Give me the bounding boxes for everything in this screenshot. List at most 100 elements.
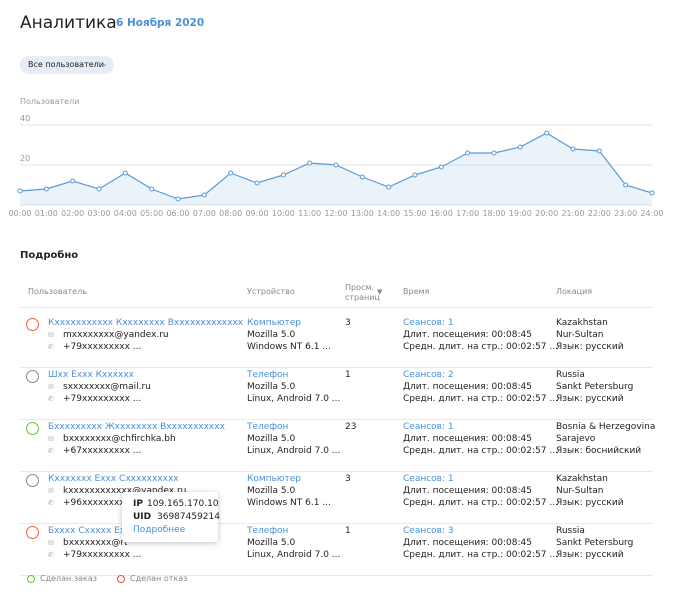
email: mxxxxxxxx@yandex.ru — [63, 330, 169, 340]
uid: 36987459214 — [157, 512, 220, 522]
city: Nur-Sultan — [556, 330, 604, 340]
browser: Mozilla 5.0 — [247, 330, 296, 340]
phone-icon: ✆ — [48, 499, 54, 507]
phone: +79xxxxxxxxx ... — [63, 342, 142, 352]
x-tick-label: 21:00 — [561, 209, 584, 218]
link[interactable]: Подробнее — [133, 525, 186, 535]
user-name[interactable]: Шxx Еxxx Кxxxxxx — [48, 370, 135, 380]
duration: Длит. посещения: 00:08:45 — [403, 538, 532, 548]
sessions[interactable]: Сеансов: 2 — [403, 370, 454, 380]
phone: +67xxxxxxxxx ... — [63, 446, 142, 456]
avg-duration: Средн. длит. на стр.: 00:02:57 ... — [403, 342, 558, 352]
x-tick-label: 04:00 — [114, 209, 137, 218]
user-name[interactable]: Кxxxxxxxxxxx Кxxxxxxxx Вxxxxxxxxxxxxx — [48, 318, 244, 328]
row-divider — [20, 471, 653, 472]
point — [596, 148, 602, 154]
point — [307, 160, 313, 166]
point — [649, 190, 655, 196]
duration: Длит. посещения: 00:08:45 — [403, 382, 532, 392]
y-axis-title: Пользователи — [20, 97, 79, 106]
row-divider — [20, 307, 653, 308]
sessions[interactable]: Сеансов: 3 — [403, 526, 454, 536]
city: Sankt Petersburg — [556, 538, 634, 548]
row-divider — [20, 575, 653, 576]
pages: 3 — [345, 474, 351, 484]
point — [70, 178, 76, 184]
x-tick-label: 07:00 — [193, 209, 216, 218]
x-tick-label: 23:00 — [614, 209, 637, 218]
point — [544, 130, 550, 136]
device: Телефон — [247, 422, 289, 432]
phone-icon: ✆ — [48, 343, 54, 351]
city: Sankt Petersburg — [556, 382, 634, 392]
language: Язык: русский — [556, 498, 624, 508]
filter-label: Все пользователи — [28, 60, 104, 69]
row-divider — [20, 367, 653, 368]
browser: Mozilla 5.0 — [247, 486, 296, 496]
x-tick-label: 19:00 — [509, 209, 532, 218]
device: Телефон — [247, 370, 289, 380]
pages: 23 — [345, 422, 357, 432]
point — [17, 188, 23, 194]
pages: 3 — [345, 318, 351, 328]
phone: +96xxxxxxxxx ... — [63, 498, 142, 508]
row-divider — [20, 419, 653, 420]
email: bxxxxxxxx@chfirchka.bh — [63, 434, 176, 444]
column-header: Пользователь — [28, 287, 87, 296]
user-name[interactable]: Бxxxx Сxxxxx Еxx — [48, 526, 131, 536]
section-title: Подробно — [20, 250, 79, 261]
point — [438, 164, 444, 170]
point — [175, 196, 181, 202]
browser: Mozilla 5.0 — [247, 434, 296, 444]
browser: Mozilla 5.0 — [247, 538, 296, 548]
email-icon: ✉ — [48, 331, 54, 339]
legend-label: Сделан отказ — [130, 574, 188, 583]
sessions[interactable]: Сеансов: 1 — [403, 474, 454, 484]
filter[interactable]: Все пользователи ⌄ — [20, 56, 114, 74]
browser: Mozilla 5.0 — [247, 382, 296, 392]
x-tick-label: 02:00 — [61, 209, 84, 218]
x-tick-label: 22:00 — [588, 209, 611, 218]
os: Linux, Android 7.0 ... — [247, 446, 341, 456]
point — [333, 162, 339, 168]
user-name[interactable]: Кxxxxxxx Еxxx Сxxxxxxxxxx — [48, 474, 179, 484]
point — [201, 192, 207, 198]
duration: Длит. посещения: 00:08:45 — [403, 486, 532, 496]
sessions[interactable]: Сеансов: 1 — [403, 318, 454, 328]
country: Bosnia & Herzegovina — [556, 422, 656, 432]
column-header: Устройство — [247, 287, 295, 296]
row-divider — [20, 523, 653, 524]
phone: +79xxxxxxxxx ... — [63, 550, 142, 560]
status-icon — [26, 422, 39, 435]
x-tick-label: 00:00 — [8, 209, 31, 218]
user-name[interactable]: Бxxxxxxxxx Жxxxxxxxx Вxxxxxxxxxxx — [48, 422, 225, 432]
uid-label: UID — [133, 512, 152, 522]
email: kxxxxxxxxxxxx@yandex.ru — [63, 486, 187, 496]
city: Sarajevo — [556, 434, 596, 444]
point — [491, 150, 497, 156]
point — [43, 186, 49, 192]
x-tick-label: 13:00 — [351, 209, 374, 218]
email: sxxxxxxxx@mail.ru — [63, 382, 151, 392]
os: Windows NT 6.1 ... — [247, 498, 331, 508]
ip-label: IP — [133, 499, 143, 509]
email-icon: ✉ — [48, 383, 54, 391]
column-header: Локация — [556, 287, 593, 296]
x-tick-label: 10:00 — [272, 209, 295, 218]
device: Телефон — [247, 526, 289, 536]
pages: 1 — [345, 526, 351, 536]
point — [122, 170, 128, 176]
sessions[interactable]: Сеансов: 1 — [403, 422, 454, 432]
language: Язык: русский — [556, 394, 624, 404]
x-tick-label: 09:00 — [245, 209, 268, 218]
avg-duration: Средн. длит. на стр.: 00:02:57 ... — [403, 550, 558, 560]
avg-duration: Средн. длит. на стр.: 00:02:57 ... — [403, 394, 558, 404]
x-tick-label: 12:00 — [324, 209, 347, 218]
point — [254, 180, 260, 186]
x-tick-label: 15:00 — [403, 209, 426, 218]
country: Kazakhstan — [556, 474, 608, 484]
device: Компьютер — [247, 474, 301, 484]
x-tick-label: 16:00 — [430, 209, 453, 218]
email: bxxxxxxxx@rt — [63, 538, 128, 548]
